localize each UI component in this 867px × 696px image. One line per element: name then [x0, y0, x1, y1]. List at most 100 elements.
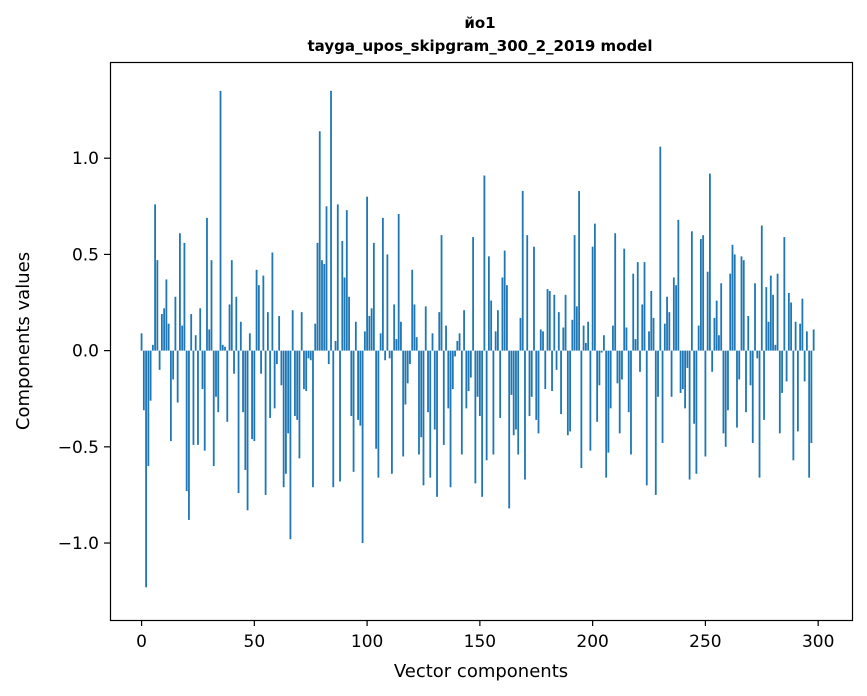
bar-161 — [503, 250, 506, 351]
bar-201 — [593, 223, 596, 351]
bar-115 — [400, 321, 402, 351]
bar-79 — [318, 131, 321, 351]
bar-3 — [147, 350, 150, 467]
bar-251 — [706, 271, 709, 351]
bar-186 — [560, 350, 562, 415]
bar-81 — [323, 264, 326, 351]
x-axis-ticks: 0 50 100 150 200 250 300 — [136, 620, 834, 652]
bar-247 — [697, 325, 700, 351]
bar-19 — [183, 242, 186, 351]
bar-274 — [758, 350, 761, 478]
bar-216 — [627, 350, 630, 413]
bar-208 — [609, 350, 612, 409]
bar-53 — [260, 350, 262, 374]
bar-179 — [544, 350, 547, 390]
bar-148 — [474, 350, 477, 484]
bar-76 — [312, 350, 314, 488]
bar-257 — [720, 283, 723, 351]
bar-162 — [506, 285, 508, 351]
bar-240 — [681, 350, 684, 390]
bar-280 — [772, 294, 774, 351]
bar-62 — [280, 350, 283, 386]
bar-24 — [194, 335, 197, 351]
bar-287 — [787, 292, 790, 351]
bar-51 — [255, 269, 258, 351]
bar-92 — [348, 296, 350, 351]
bar-198 — [587, 321, 590, 351]
bar-36 — [221, 344, 224, 351]
bar-98 — [361, 350, 364, 544]
bar-71 — [300, 312, 303, 351]
bar-286 — [785, 350, 788, 382]
bar-64 — [285, 350, 287, 474]
bar-5 — [151, 344, 154, 351]
bar-171 — [526, 235, 529, 351]
bar-228 — [654, 350, 657, 495]
bar-277 — [765, 287, 768, 351]
bar-73 — [305, 350, 308, 392]
bar-204 — [600, 350, 603, 353]
bar-209 — [612, 325, 614, 351]
bar-139 — [454, 350, 456, 357]
bar-236 — [672, 277, 675, 351]
x-tick-label: 50 — [244, 632, 266, 652]
bar-99 — [363, 331, 366, 351]
bar-77 — [314, 323, 317, 351]
bar-65 — [287, 350, 290, 434]
bar-279 — [769, 275, 772, 351]
bar-100 — [366, 196, 368, 351]
bar-254 — [713, 317, 716, 351]
bar-45 — [242, 350, 244, 413]
x-tick-label: 100 — [351, 632, 383, 652]
x-tick-label: 250 — [689, 632, 721, 652]
bar-154 — [487, 256, 490, 351]
bar-66 — [289, 350, 292, 540]
x-tick-label: 200 — [576, 632, 608, 652]
bar-188 — [564, 294, 567, 351]
bar-6 — [154, 204, 156, 351]
bar-107 — [381, 217, 384, 351]
bar-212 — [618, 350, 621, 434]
bar-292 — [799, 323, 802, 351]
bar-14 — [172, 350, 175, 380]
bar-72 — [303, 350, 305, 390]
bar-224 — [645, 350, 648, 486]
bar-58 — [271, 252, 274, 351]
bar-195 — [580, 350, 583, 468]
bar-46 — [244, 350, 247, 470]
bar-223 — [643, 262, 646, 351]
bar-0 — [140, 333, 143, 351]
bar-23 — [192, 350, 195, 445]
bar-275 — [760, 225, 763, 351]
bar-258 — [722, 350, 725, 434]
bar-143 — [463, 310, 465, 351]
bar-187 — [562, 327, 565, 351]
bar-163 — [508, 350, 511, 509]
bar-97 — [359, 350, 362, 426]
bar-94 — [352, 350, 355, 472]
bar-252 — [709, 173, 711, 351]
y-axis-label: Components values — [13, 252, 34, 430]
bar-96 — [357, 350, 359, 420]
bar-261 — [729, 273, 732, 351]
bar-203 — [598, 350, 601, 386]
bar-194 — [578, 190, 580, 351]
bar-111 — [391, 350, 393, 474]
bar-88 — [339, 350, 341, 482]
bar-90 — [343, 277, 346, 351]
bar-89 — [341, 240, 344, 351]
bar-106 — [379, 333, 382, 351]
bar-158 — [497, 310, 499, 351]
bar-118 — [406, 350, 409, 384]
bar-259 — [724, 350, 727, 447]
bar-156 — [492, 350, 495, 455]
bar-293 — [801, 298, 804, 351]
bar-284 — [781, 350, 783, 393]
bar-38 — [226, 350, 229, 422]
bar-4 — [149, 350, 152, 401]
y-tick-label: 0.5 — [72, 245, 99, 265]
bar-136 — [447, 350, 450, 409]
bar-13 — [169, 350, 172, 442]
bar-26 — [199, 308, 202, 351]
bar-131 — [436, 350, 438, 497]
